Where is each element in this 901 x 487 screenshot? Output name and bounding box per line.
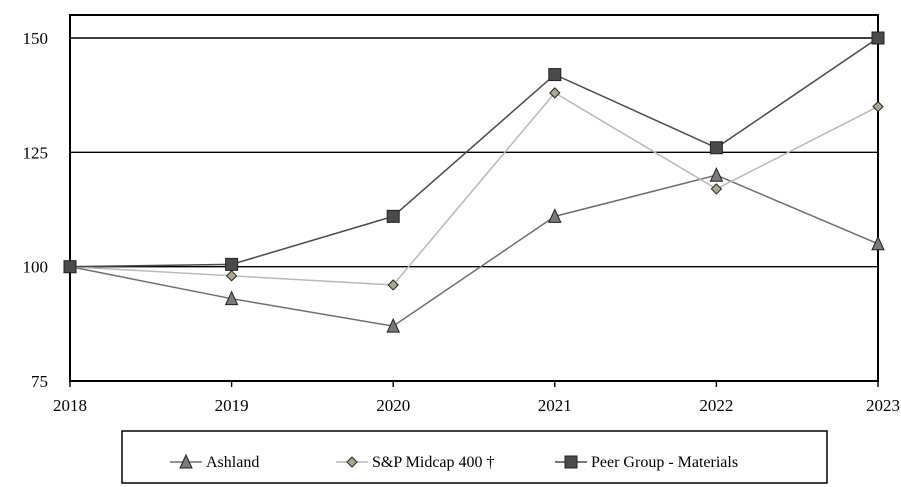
legend-marker-ashland: [179, 453, 193, 469]
gridlines: [70, 37, 878, 268]
y-tick-label-125: 125: [23, 143, 49, 162]
point-s-p-midcap-400-2023: [872, 100, 884, 113]
y-axis: 75 100 125 150: [23, 29, 49, 391]
point-ashland-2020: [386, 317, 400, 333]
point-peer-group-materials-2019: [225, 257, 239, 271]
point-ashland-2022: [709, 167, 724, 182]
y-tick-label-75: 75: [31, 372, 48, 391]
series-lines: [69, 37, 879, 327]
x-tick-label-2021: 2021: [538, 396, 572, 415]
series-line-peer-group-materials: [69, 37, 879, 268]
legend: Ashland S&P Midcap 400 † Peer Group - Mate…: [170, 453, 738, 471]
x-tick-label-2019: 2019: [215, 396, 249, 415]
point-peer-group-materials-2021: [548, 68, 562, 82]
x-axis: 2018 2019 2020 2021 2022 2023: [53, 381, 900, 415]
legend-label-peer-group-materials: Peer Group - Materials: [591, 454, 738, 471]
legend-box: [121, 430, 828, 484]
point-ashland-2021: [548, 208, 562, 223]
point-s-p-midcap-400-2020: [387, 279, 399, 291]
x-tick-label-2020: 2020: [376, 396, 410, 415]
legend-marker-s-p-midcap-400: [346, 456, 358, 468]
series-markers: [63, 31, 885, 333]
point-s-p-midcap-400-2019: [225, 270, 238, 282]
point-s-p-midcap-400-2022: [710, 183, 723, 195]
point-s-p-midcap-400-2021: [549, 87, 561, 99]
x-tick-label-2023: 2023: [866, 396, 900, 415]
plot-area: [69, 14, 879, 382]
point-peer-group-materials-2023: [871, 31, 885, 45]
legend-label-s-p-midcap-400: S&P Midcap 400 †: [372, 454, 495, 471]
point-peer-group-materials-2022: [709, 141, 723, 155]
point-ashland-2023: [871, 235, 885, 251]
series-line-s-p-midcap-400: [69, 91, 879, 286]
point-ashland-2019: [224, 290, 239, 306]
x-tick-label-2018: 2018: [53, 396, 87, 415]
y-tick-label-150: 150: [23, 29, 49, 48]
series-line-ashland: [69, 174, 879, 327]
y-tick-label-100: 100: [23, 258, 49, 277]
legend-marker-peer-group-materials: [564, 455, 578, 469]
x-tick-label-2022: 2022: [699, 396, 733, 415]
point-peer-group-materials-2020: [386, 209, 400, 223]
point-peer-group-materials-2018: [63, 260, 77, 274]
legend-label-ashland: Ashland: [206, 454, 259, 471]
